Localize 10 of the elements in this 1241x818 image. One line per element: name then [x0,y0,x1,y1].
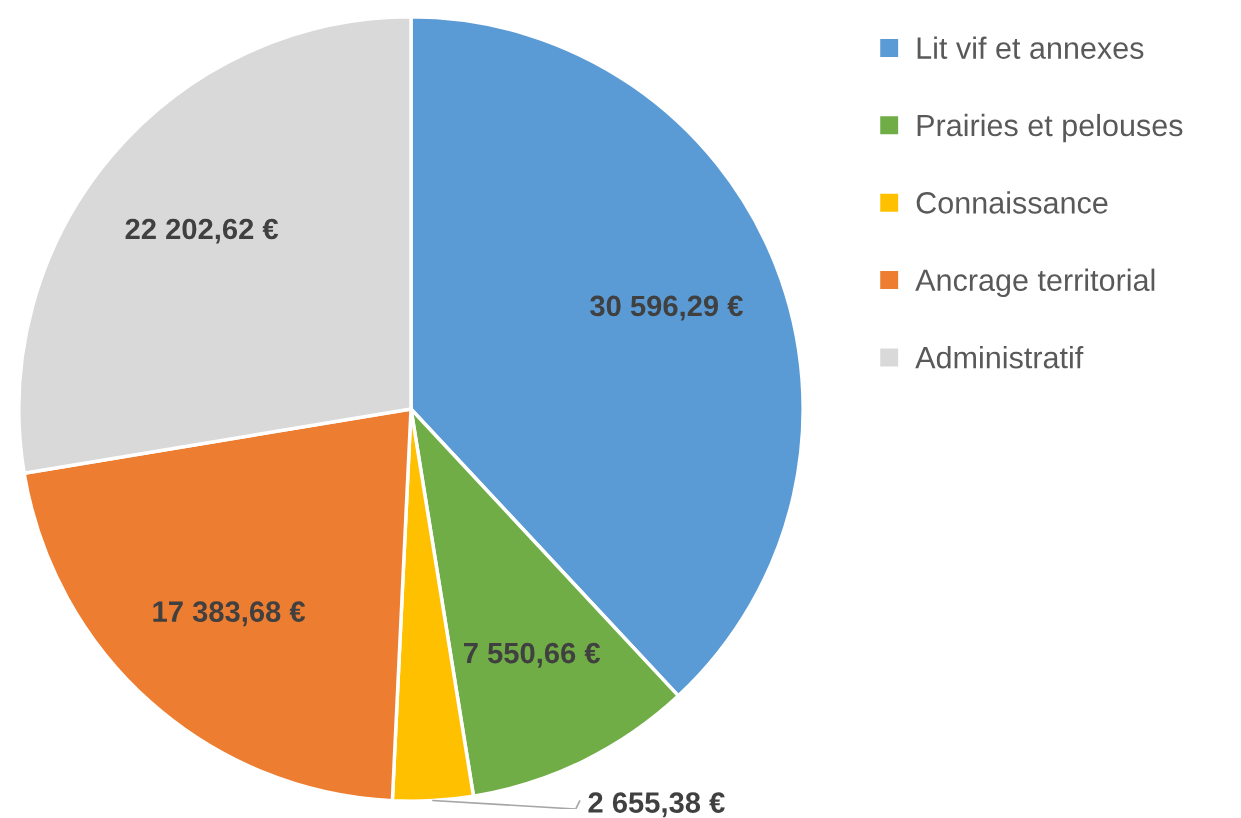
legend-label: Administratif [915,345,1084,369]
legend-label: Ancrage territorial [915,268,1155,298]
data-label: 30 596,29 € [590,295,743,321]
legend-label: Lit vif et annexes [917,36,1144,59]
data-label: 17 383,68 € [153,601,306,627]
legend-label: Connaissance [916,191,1108,214]
data-label: 22 202,62 € [125,218,279,244]
legend-label: Prairies et pelouses [917,113,1183,143]
data-label: 2 655,38 € [588,792,725,818]
data-label: 7 550,66 € [463,642,601,668]
